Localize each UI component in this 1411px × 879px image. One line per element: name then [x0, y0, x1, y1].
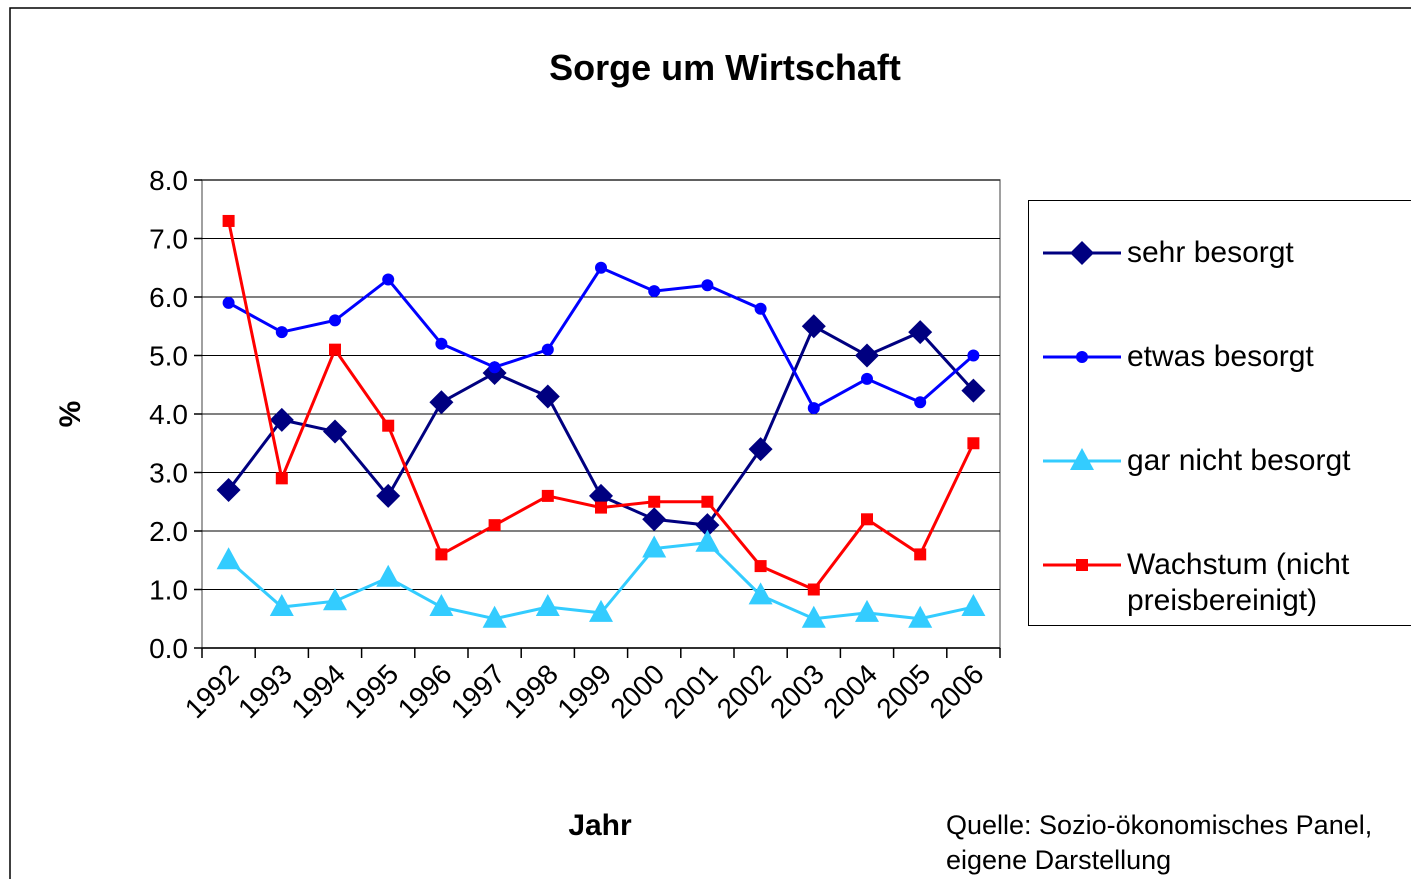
marker — [275, 326, 288, 339]
y-tick-label: 5.0 — [149, 341, 188, 372]
y-tick-label: 3.0 — [149, 458, 188, 489]
marker — [701, 495, 714, 508]
marker — [269, 407, 294, 432]
marker — [269, 594, 294, 617]
legend-label: gar nicht besorgt — [1127, 444, 1351, 477]
legend-swatch — [1043, 559, 1121, 571]
y-tick-label: 6.0 — [149, 282, 188, 313]
marker — [323, 588, 347, 611]
legend-label: Wachstum (nicht preisbereinigt) — [1127, 548, 1350, 617]
marker — [329, 343, 341, 356]
marker — [642, 535, 667, 558]
marker — [488, 361, 501, 374]
marker — [801, 605, 826, 628]
marker — [855, 599, 879, 622]
marker — [595, 501, 607, 514]
marker — [908, 320, 933, 345]
marker — [541, 343, 554, 356]
marker — [648, 285, 661, 298]
marker — [595, 261, 607, 274]
y-tick-label: 8.0 — [149, 165, 188, 196]
y-tick-label: 1.0 — [149, 575, 188, 606]
marker — [861, 372, 873, 385]
legend-swatch — [1043, 351, 1121, 363]
legend-item: etwas besorgt — [1029, 323, 1411, 403]
legend-swatch — [1043, 448, 1121, 470]
marker — [1076, 351, 1088, 363]
legend-swatch — [1043, 241, 1121, 265]
marker — [482, 605, 507, 628]
marker — [961, 378, 986, 403]
legend-item: Wachstum (nicht preisbereinigt) — [1029, 531, 1411, 617]
marker — [435, 337, 448, 350]
marker — [807, 402, 820, 415]
legend-label: etwas besorgt — [1127, 340, 1314, 373]
source-note: Quelle: Sozio-ökonomisches Panel, eigene… — [946, 810, 1373, 875]
marker — [642, 507, 667, 532]
marker — [376, 564, 401, 587]
marker — [695, 513, 720, 538]
legend-item: gar nicht besorgt — [1029, 427, 1411, 507]
marker — [435, 548, 448, 561]
marker — [807, 583, 820, 596]
marker — [801, 314, 826, 339]
marker — [861, 513, 873, 526]
marker — [382, 273, 395, 286]
marker — [967, 349, 980, 362]
marker — [488, 519, 501, 532]
marker — [329, 314, 341, 327]
marker — [648, 495, 661, 508]
marker — [429, 594, 454, 617]
marker — [323, 419, 347, 444]
marker — [748, 437, 773, 462]
marker — [222, 296, 235, 309]
marker — [589, 599, 613, 622]
marker — [967, 437, 980, 450]
marker — [429, 390, 454, 415]
legend: sehr besorgt etwas besorgt gar nicht besor… — [1028, 200, 1411, 626]
marker — [216, 478, 241, 503]
y-tick-label: 2.0 — [149, 516, 188, 547]
marker — [1070, 241, 1094, 265]
marker — [914, 396, 927, 409]
y-tick-label: 0.0 — [149, 633, 188, 664]
marker — [908, 605, 933, 628]
marker — [222, 214, 235, 227]
marker — [535, 594, 560, 617]
marker — [541, 489, 554, 502]
marker — [275, 472, 288, 485]
marker — [695, 529, 720, 552]
marker — [1076, 559, 1088, 571]
y-axis-title: % — [54, 401, 87, 428]
legend-label: sehr besorgt — [1127, 236, 1294, 269]
marker — [701, 279, 714, 292]
marker — [535, 384, 560, 409]
legend-item: sehr besorgt — [1029, 219, 1411, 299]
marker — [748, 582, 773, 605]
marker — [382, 419, 395, 432]
marker — [754, 302, 767, 315]
marker — [216, 547, 241, 570]
marker — [754, 560, 767, 573]
y-tick-label: 7.0 — [149, 224, 188, 255]
marker — [1070, 448, 1094, 470]
marker — [855, 343, 879, 368]
y-tick-label: 4.0 — [149, 399, 188, 430]
x-axis-title: Jahr — [568, 809, 632, 842]
marker — [961, 594, 986, 617]
marker — [376, 483, 401, 508]
chart-title: Sorge um Wirtschaft — [549, 47, 901, 88]
marker — [914, 548, 927, 561]
